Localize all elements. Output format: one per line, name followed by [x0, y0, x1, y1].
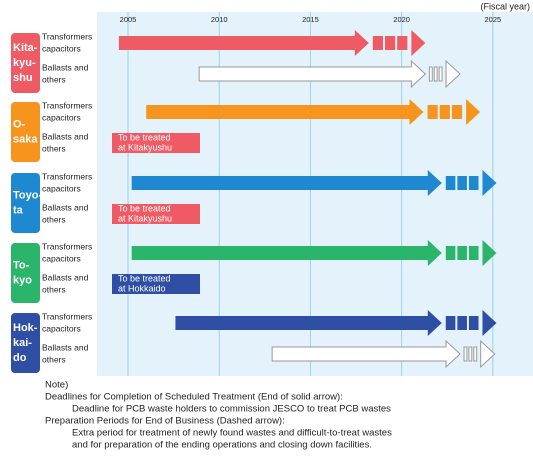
group-label: do	[13, 352, 27, 364]
treatment-note-box	[112, 274, 200, 294]
row-label: Ballasts and	[42, 342, 89, 352]
notes-title: Note)	[45, 380, 68, 391]
group-label-box	[11, 102, 40, 162]
row-label: Transformers	[42, 100, 92, 110]
dashed-block	[433, 66, 438, 82]
solid-arrow	[198, 59, 427, 89]
group-label-box	[11, 33, 40, 93]
group-label-box	[11, 313, 40, 373]
group-label: Kita-	[13, 42, 38, 54]
dashed-arrow-head	[482, 170, 497, 196]
solid-arrow	[131, 170, 442, 196]
dashed-block	[457, 246, 467, 260]
dashed-arrow-head	[480, 339, 496, 369]
dashed-block	[468, 176, 479, 190]
row-label: capacitors	[42, 323, 81, 333]
row-label: others	[42, 74, 66, 84]
dashed-arrow-head	[411, 30, 426, 56]
row-label: capacitors	[42, 253, 81, 263]
dashed-block	[427, 105, 438, 119]
dashed-block	[385, 36, 396, 50]
note-heading: Deadlines for Completion of Scheduled Tr…	[45, 392, 343, 403]
row-label: Ballasts and	[42, 62, 89, 72]
solid-arrow	[271, 339, 461, 369]
treatment-note: To be treated	[118, 273, 171, 283]
dashed-block	[468, 316, 479, 330]
row-label: others	[42, 214, 66, 224]
dashed-block	[473, 346, 478, 362]
solid-arrow	[118, 30, 369, 56]
note-detail: Deadline for PCB waste holders to commis…	[72, 404, 391, 415]
group-label: ta	[13, 204, 24, 216]
solid-arrow	[146, 99, 424, 125]
note-detail: and for preparation of the ending operat…	[72, 440, 372, 451]
row-label: Transformers	[42, 241, 92, 251]
x-tick-label: 2025	[485, 15, 502, 24]
dashed-block	[451, 105, 463, 119]
group-label: O-	[13, 118, 26, 130]
row-label: Ballasts and	[42, 131, 89, 141]
note-detail: Extra period for treatment of newly foun…	[72, 428, 392, 439]
x-tick-label: 2020	[393, 15, 410, 24]
group-label: kyu-	[13, 57, 36, 69]
row-label: others	[42, 143, 66, 153]
treatment-note: To be treated	[118, 132, 171, 142]
dashed-block	[428, 66, 433, 82]
dashed-block	[468, 246, 479, 260]
dashed-block	[445, 176, 456, 190]
group-label-box	[11, 173, 40, 233]
row-label: others	[42, 284, 66, 294]
dashed-arrow-head	[466, 99, 481, 125]
row-label: others	[42, 354, 66, 364]
dashed-arrow-head	[482, 240, 497, 266]
dashed-block	[439, 105, 450, 119]
row-label: Transformers	[42, 31, 92, 41]
row-label: Transformers	[42, 311, 92, 321]
x-axis-label: (Fiscal year)	[480, 1, 530, 11]
group-label: Hok-	[13, 322, 38, 334]
group-label: Toyo-	[13, 189, 42, 201]
note-heading: Preparation Periods for End of Business …	[45, 416, 285, 427]
row-label: capacitors	[42, 112, 81, 122]
row-label: capacitors	[42, 183, 81, 193]
treatment-note-box	[112, 133, 200, 153]
dashed-block	[372, 36, 383, 50]
solid-arrow	[175, 310, 442, 336]
group-label: kai-	[13, 337, 32, 349]
solid-arrow	[131, 240, 442, 266]
dashed-block	[457, 316, 467, 330]
row-label: Ballasts and	[42, 202, 89, 212]
row-label: Ballasts and	[42, 272, 89, 282]
dashed-arrow-head	[445, 59, 461, 89]
treatment-note: at Hokkaido	[118, 283, 166, 293]
dashed-block	[397, 36, 408, 50]
dashed-block	[457, 176, 467, 190]
treatment-note: at Kitakyushu	[118, 142, 172, 152]
group-label: shu	[13, 72, 33, 84]
group-label: kyo	[13, 274, 32, 286]
group-label-box	[11, 243, 40, 303]
row-label: Transformers	[42, 171, 92, 181]
x-tick-label: 2005	[120, 15, 137, 24]
dashed-arrow-head	[482, 310, 497, 336]
treatment-note: at Kitakyushu	[118, 213, 172, 223]
treatment-note-box	[112, 204, 200, 224]
group-label: saka	[13, 133, 38, 145]
dashed-block	[445, 246, 456, 260]
dashed-block	[463, 346, 468, 362]
treatment-note: To be treated	[118, 203, 171, 213]
group-label: To-	[13, 259, 30, 271]
row-label: capacitors	[42, 43, 81, 53]
x-tick-label: 2015	[302, 15, 319, 24]
dashed-block	[445, 316, 456, 330]
dashed-block	[438, 66, 443, 82]
x-tick-label: 2010	[211, 15, 228, 24]
dashed-block	[468, 346, 473, 362]
